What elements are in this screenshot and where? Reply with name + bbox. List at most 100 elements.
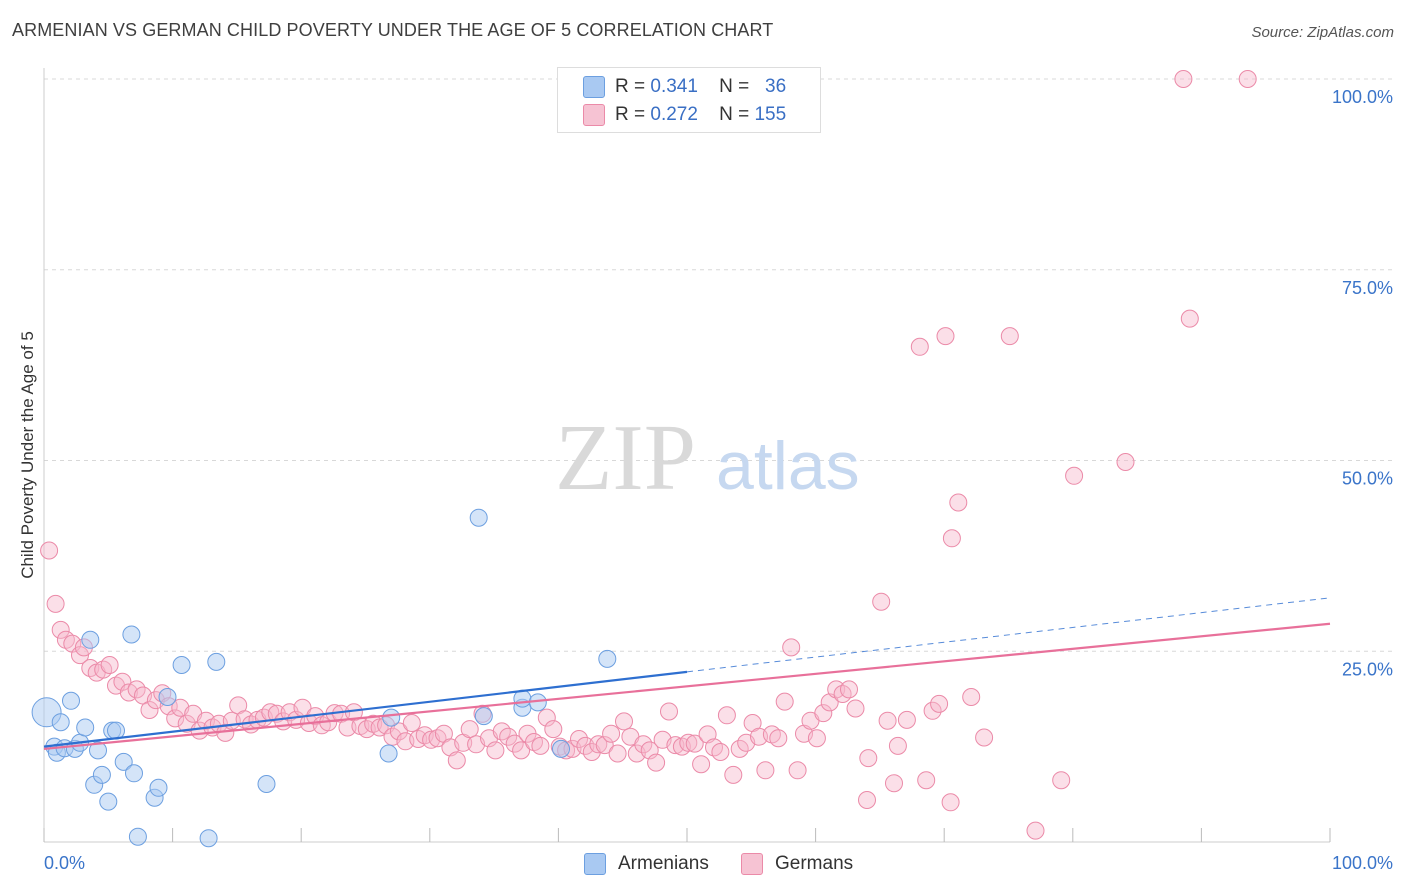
german-point — [499, 727, 518, 746]
german-point — [942, 529, 961, 548]
german-point — [698, 725, 717, 744]
german-point — [81, 659, 100, 677]
armenian-point — [122, 625, 141, 644]
legend-armenians-text: R = 0.341 N = 36 — [615, 76, 786, 98]
german-point — [885, 774, 903, 793]
german-point — [711, 743, 730, 761]
german-point — [389, 722, 408, 741]
german-point — [660, 702, 678, 721]
german-point — [897, 710, 916, 729]
german-point — [608, 744, 627, 763]
n-label: N = — [719, 104, 750, 125]
watermark-atlas: atlas — [716, 428, 860, 504]
armenians-legend-swatch — [584, 853, 606, 875]
german-point — [1174, 70, 1193, 88]
german-point — [859, 749, 878, 768]
german-point — [428, 729, 447, 748]
bottom-legend-germans: Germans — [741, 852, 853, 876]
armenian-trend-line — [43, 670, 688, 748]
german-point — [647, 753, 666, 772]
german-points — [40, 70, 1257, 840]
armenian-point — [469, 508, 488, 527]
german-point — [370, 718, 389, 737]
german-point — [827, 680, 846, 699]
n-value: 36 — [765, 76, 787, 97]
armenian-point — [125, 764, 143, 783]
german-point — [1180, 309, 1199, 328]
german-point — [602, 724, 621, 743]
watermark-zip: ZIP — [555, 406, 696, 510]
x-tick-label: 0.0% — [44, 853, 85, 873]
german-point — [679, 733, 698, 752]
armenians-legend-label: Armenians — [618, 853, 709, 874]
german-point — [486, 741, 505, 760]
n-label: N = — [719, 76, 750, 97]
armenian-point — [81, 630, 100, 649]
german-point — [113, 672, 132, 691]
r-label: R = — [615, 76, 646, 97]
armenian-point — [552, 739, 570, 758]
german-point — [975, 728, 994, 747]
german-point — [1052, 771, 1071, 790]
german-point — [1116, 453, 1135, 471]
armenian-point — [257, 775, 276, 793]
german-point — [595, 736, 614, 755]
german-point — [910, 337, 929, 356]
armenian-point — [379, 744, 398, 763]
german-point — [941, 793, 960, 812]
german-point — [717, 706, 736, 725]
german-point — [94, 660, 113, 679]
german-point — [705, 738, 723, 757]
german-point — [1026, 821, 1045, 840]
german-point — [460, 720, 479, 739]
armenian-point — [114, 752, 133, 771]
armenian-point — [207, 652, 226, 671]
y-tick-label: 25.0% — [1342, 659, 1393, 679]
german-point — [775, 692, 794, 711]
german-point — [544, 720, 563, 739]
armenian-point — [149, 778, 168, 797]
german-point — [923, 701, 942, 720]
german-point — [615, 712, 633, 731]
trend-layer — [43, 597, 1331, 751]
german-point — [930, 694, 949, 713]
german-point — [917, 771, 936, 790]
germans-legend-label: Germans — [775, 853, 854, 874]
armenian-point — [89, 741, 107, 760]
armenian-points — [31, 508, 617, 848]
german-point — [872, 592, 891, 611]
armenian-point — [99, 792, 118, 811]
german-point — [878, 711, 897, 730]
armenian-point — [199, 829, 218, 848]
tick-label-layer: 25.0% 50.0% 75.0% 100.0% 0.0% 100.0% — [44, 87, 1393, 873]
german-point — [447, 751, 466, 770]
german-point — [531, 736, 550, 755]
german-point — [100, 656, 119, 674]
y-tick-label: 100.0% — [1332, 87, 1393, 107]
german-point — [769, 729, 788, 748]
armenian-point — [92, 765, 111, 784]
german-point — [1000, 327, 1019, 346]
german-point — [140, 701, 159, 719]
german-point — [589, 735, 608, 754]
germans-legend-swatch — [741, 853, 763, 875]
germans-swatch — [583, 104, 605, 126]
german-point — [402, 714, 421, 732]
german-point — [820, 693, 839, 712]
grid-layer — [44, 78, 1395, 652]
armenians-swatch — [583, 76, 605, 98]
german-point — [40, 541, 59, 560]
armenian-point — [62, 691, 80, 710]
german-trend-line — [43, 622, 1331, 751]
source-credit: Source: ZipAtlas.com — [1251, 24, 1394, 41]
german-point — [724, 765, 743, 784]
german-point — [858, 791, 876, 809]
german-point — [756, 761, 775, 780]
r-value: 0.272 — [650, 104, 698, 125]
y-tick-label: 75.0% — [1342, 278, 1393, 298]
german-point — [888, 736, 907, 755]
legend-germans-text: R = 0.272 N = 155 — [615, 104, 786, 126]
german-point — [505, 734, 524, 753]
german-point — [685, 734, 704, 753]
